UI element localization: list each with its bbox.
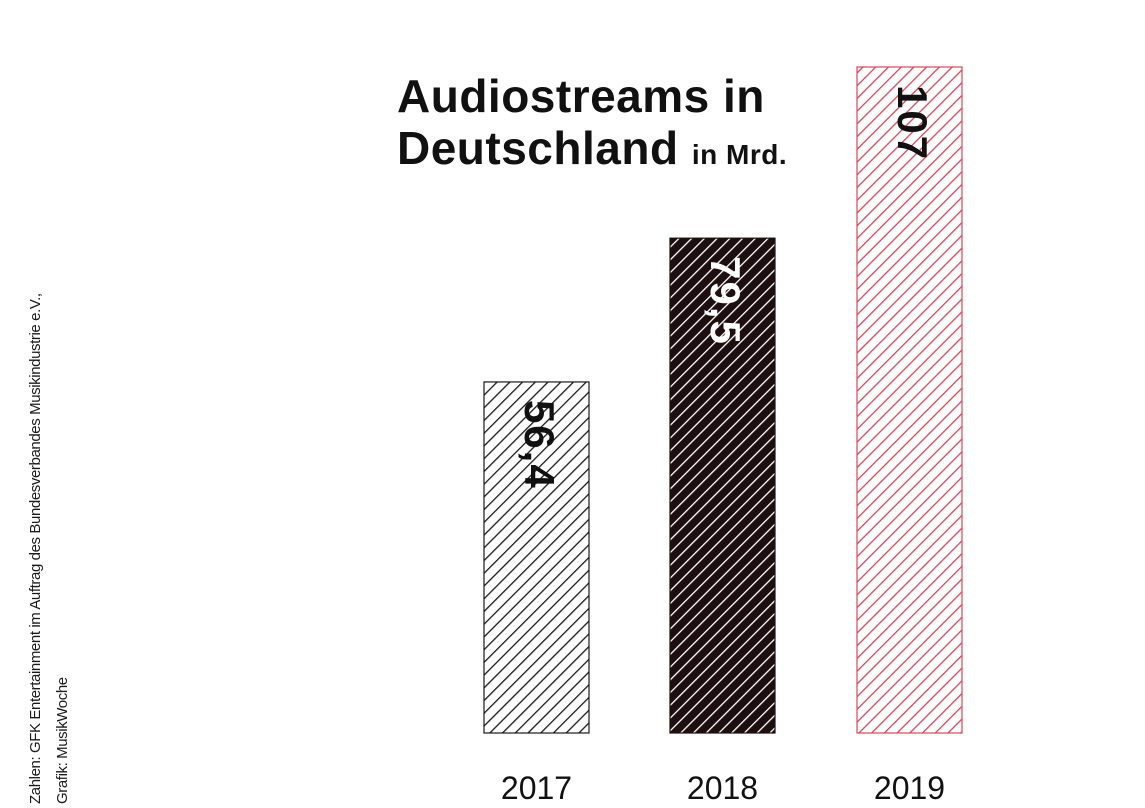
title-line-1: Audiostreams in (397, 70, 765, 122)
value-label-2018: 79,5 (702, 256, 749, 346)
bar-2019 (856, 66, 963, 734)
bars-group: 56,4 79,5 107 (483, 66, 963, 734)
chart-title: Audiostreams in Deutschland in Mrd. (397, 70, 787, 181)
value-label-2019: 107 (889, 85, 936, 161)
title-line-2: Deutschland in Mrd. (397, 122, 787, 181)
value-label-2017: 56,4 (516, 400, 563, 490)
title-text-2: Deutschland (397, 122, 679, 174)
x-tick-2019: 2019 (874, 770, 945, 806)
bar-2017 (483, 381, 590, 734)
x-tick-2018: 2018 (687, 770, 758, 806)
x-tick-2017: 2017 (501, 770, 572, 806)
x-axis-labels: 2017 2018 2019 (501, 770, 945, 806)
bar-2018 (669, 237, 776, 734)
unit-label: in Mrd. (691, 139, 788, 170)
